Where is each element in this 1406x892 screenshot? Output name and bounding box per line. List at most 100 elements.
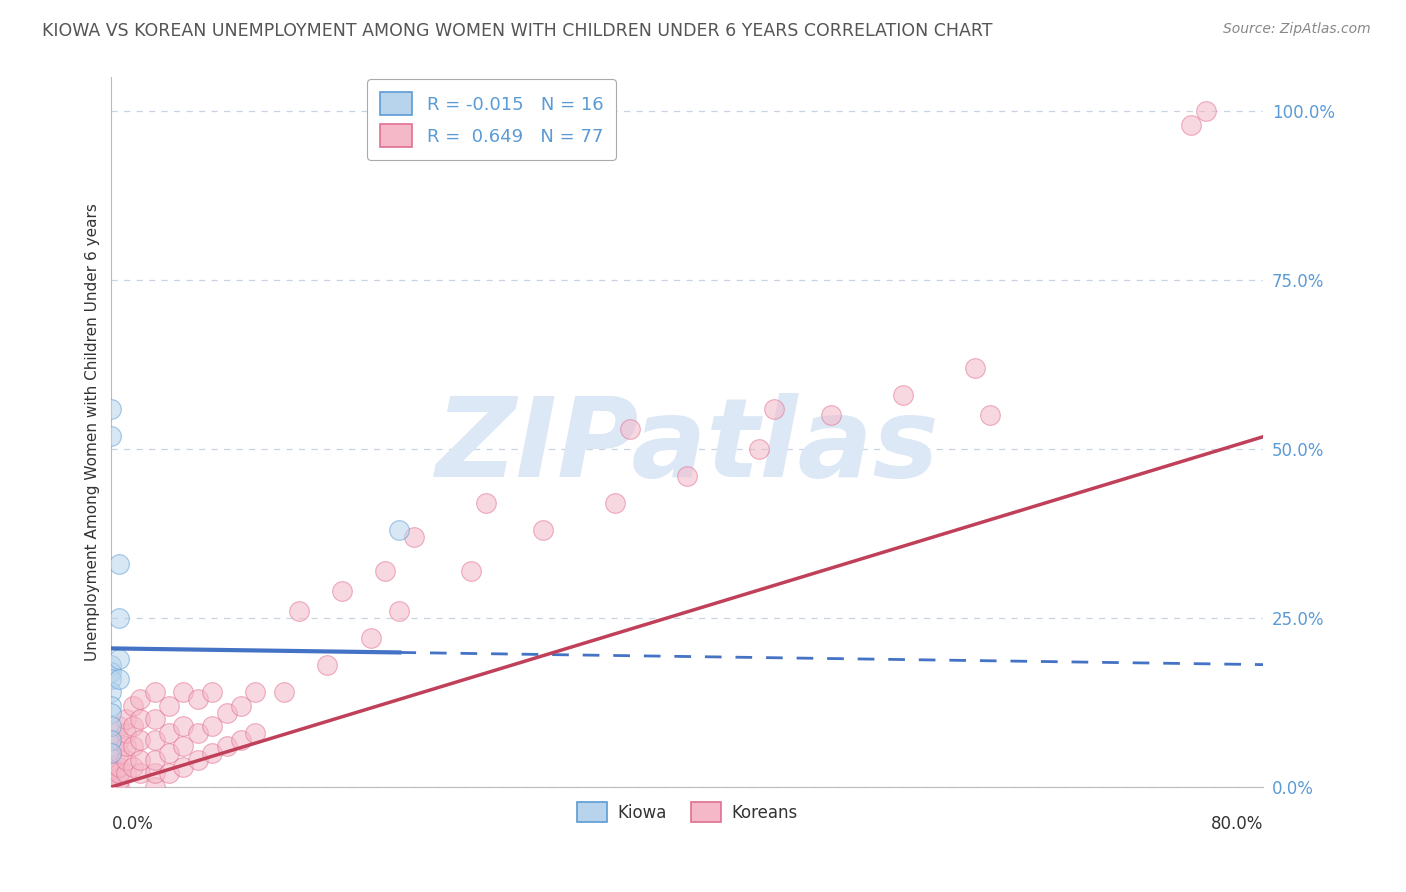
Point <box>129 732 152 747</box>
Point <box>114 712 136 726</box>
Text: KIOWA VS KOREAN UNEMPLOYMENT AMONG WOMEN WITH CHILDREN UNDER 6 YEARS CORRELATION: KIOWA VS KOREAN UNEMPLOYMENT AMONG WOMEN… <box>42 22 993 40</box>
Point <box>143 780 166 794</box>
Point <box>893 388 915 402</box>
Point <box>201 685 224 699</box>
Point <box>100 401 122 416</box>
Legend: Kiowa, Koreans: Kiowa, Koreans <box>571 796 804 829</box>
Point <box>605 496 627 510</box>
Point <box>122 719 145 733</box>
Point <box>965 361 987 376</box>
Point <box>107 773 129 788</box>
Point <box>979 409 1001 423</box>
Point <box>287 604 309 618</box>
Point <box>100 672 122 686</box>
Point <box>129 766 152 780</box>
Point <box>762 401 785 416</box>
Point <box>143 685 166 699</box>
Point <box>122 739 145 754</box>
Point <box>316 658 339 673</box>
Point <box>100 665 122 679</box>
Point <box>100 732 122 747</box>
Point <box>187 753 209 767</box>
Point <box>107 719 129 733</box>
Point <box>100 719 122 733</box>
Point <box>187 692 209 706</box>
Point <box>1195 104 1218 119</box>
Point <box>330 584 353 599</box>
Point <box>107 557 129 571</box>
Point <box>820 409 842 423</box>
Point <box>100 766 122 780</box>
Point <box>107 672 129 686</box>
Point <box>172 685 194 699</box>
Text: Source: ZipAtlas.com: Source: ZipAtlas.com <box>1223 22 1371 37</box>
Point <box>360 632 382 646</box>
Point <box>388 523 411 537</box>
Point <box>619 422 641 436</box>
Point <box>531 523 554 537</box>
Point <box>107 780 129 794</box>
Point <box>107 611 129 625</box>
Point <box>388 604 411 618</box>
Point <box>107 732 129 747</box>
Point <box>143 753 166 767</box>
Y-axis label: Unemployment Among Women with Children Under 6 years: Unemployment Among Women with Children U… <box>86 203 100 661</box>
Point <box>157 726 180 740</box>
Point <box>114 739 136 754</box>
Point <box>129 753 152 767</box>
Point <box>157 766 180 780</box>
Point <box>100 759 122 773</box>
Point <box>107 766 129 780</box>
Point <box>129 712 152 726</box>
Point <box>172 739 194 754</box>
Point <box>143 712 166 726</box>
Point <box>475 496 498 510</box>
Point <box>402 530 425 544</box>
Point <box>129 692 152 706</box>
Point <box>100 780 122 794</box>
Point <box>215 739 238 754</box>
Text: ZIPatlas: ZIPatlas <box>436 392 939 500</box>
Point <box>187 726 209 740</box>
Point <box>107 746 129 760</box>
Point <box>100 706 122 720</box>
Point <box>215 706 238 720</box>
Point <box>172 759 194 773</box>
Text: 0.0%: 0.0% <box>111 815 153 833</box>
Point <box>100 746 122 760</box>
Point <box>245 685 267 699</box>
Point <box>748 442 770 456</box>
Point <box>107 759 129 773</box>
Point <box>100 739 122 754</box>
Point <box>100 698 122 713</box>
Point <box>100 428 122 442</box>
Point <box>157 746 180 760</box>
Point <box>201 719 224 733</box>
Point <box>229 732 252 747</box>
Point <box>172 719 194 733</box>
Point <box>229 698 252 713</box>
Point <box>122 759 145 773</box>
Point <box>114 726 136 740</box>
Point <box>100 658 122 673</box>
Point <box>201 746 224 760</box>
Point <box>114 753 136 767</box>
Point <box>100 773 122 788</box>
Point <box>100 726 122 740</box>
Point <box>676 469 699 483</box>
Point <box>1180 118 1202 132</box>
Point <box>143 732 166 747</box>
Point <box>100 685 122 699</box>
Point <box>122 698 145 713</box>
Point <box>245 726 267 740</box>
Point <box>107 651 129 665</box>
Point <box>100 780 122 794</box>
Point <box>460 564 482 578</box>
Point <box>100 746 122 760</box>
Point <box>114 766 136 780</box>
Point <box>273 685 295 699</box>
Text: 80.0%: 80.0% <box>1211 815 1264 833</box>
Point <box>374 564 396 578</box>
Point <box>157 698 180 713</box>
Point <box>100 732 122 747</box>
